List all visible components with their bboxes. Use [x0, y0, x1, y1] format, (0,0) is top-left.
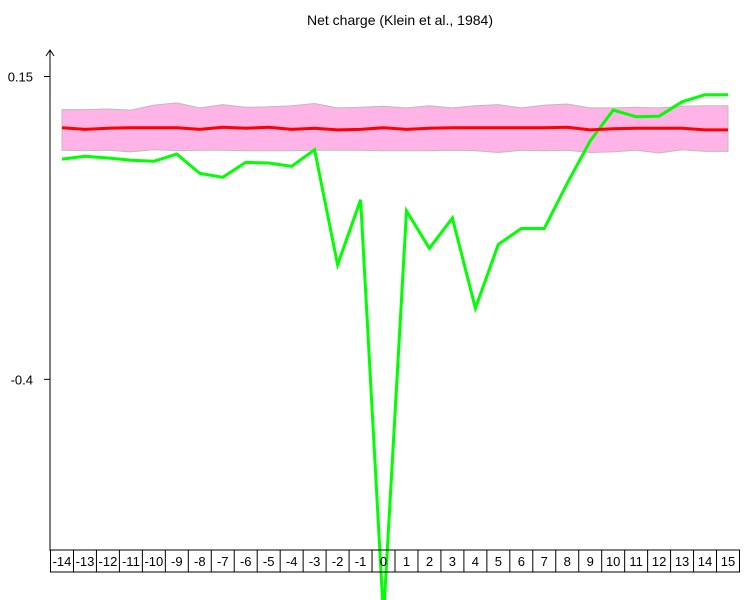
x-tick-label: 3 [449, 554, 456, 569]
y-tick-label: -0.4 [11, 372, 33, 387]
x-tick-label: 9 [587, 554, 594, 569]
x-tick-label: 1 [403, 554, 410, 569]
x-tick-label: 0 [380, 554, 387, 569]
x-tick-label: -11 [122, 554, 140, 569]
x-tick-label: -7 [217, 554, 229, 569]
x-tick-label: 15 [721, 554, 735, 569]
chart-title: Net charge (Klein et al., 1984) [307, 12, 493, 28]
x-tick-label: -2 [332, 554, 344, 569]
x-tick-label: -8 [194, 554, 206, 569]
x-tick-label: 10 [606, 554, 620, 569]
x-tick-label: 2 [426, 554, 433, 569]
y-tick-label: 0.15 [8, 70, 33, 85]
x-tick-label: 12 [652, 554, 666, 569]
x-tick-label: 13 [675, 554, 689, 569]
x-tick-label: 5 [495, 554, 502, 569]
x-tick-label: 14 [698, 554, 712, 569]
y-axis-arrow [45, 49, 55, 57]
x-tick-label: 4 [472, 554, 479, 569]
x-tick-label: 6 [518, 554, 525, 569]
x-tick-label: -10 [144, 554, 163, 569]
x-tick-label: -3 [309, 554, 321, 569]
x-tick-label: 11 [629, 554, 643, 569]
series-layer [61, 93, 728, 600]
x-tick-label: -5 [263, 554, 275, 569]
series-line-0 [61, 93, 728, 600]
x-tick-label: -13 [76, 554, 95, 569]
x-tick-label: -12 [99, 554, 118, 569]
series-line-1 [61, 125, 728, 132]
x-tick-label: -1 [355, 554, 367, 569]
x-tick-label: -6 [240, 554, 252, 569]
x-tick-label: -4 [286, 554, 298, 569]
x-tick-label: 8 [564, 554, 571, 569]
x-tick-label: -14 [53, 554, 72, 569]
axis-layer: 0.15-0.4-14 -13 -12 -11 -10 -9 -8 -7 -6 -5 -4 -3 -2-… [8, 49, 740, 573]
x-tick-label: -9 [171, 554, 183, 569]
x-tick-label: 7 [541, 554, 548, 569]
